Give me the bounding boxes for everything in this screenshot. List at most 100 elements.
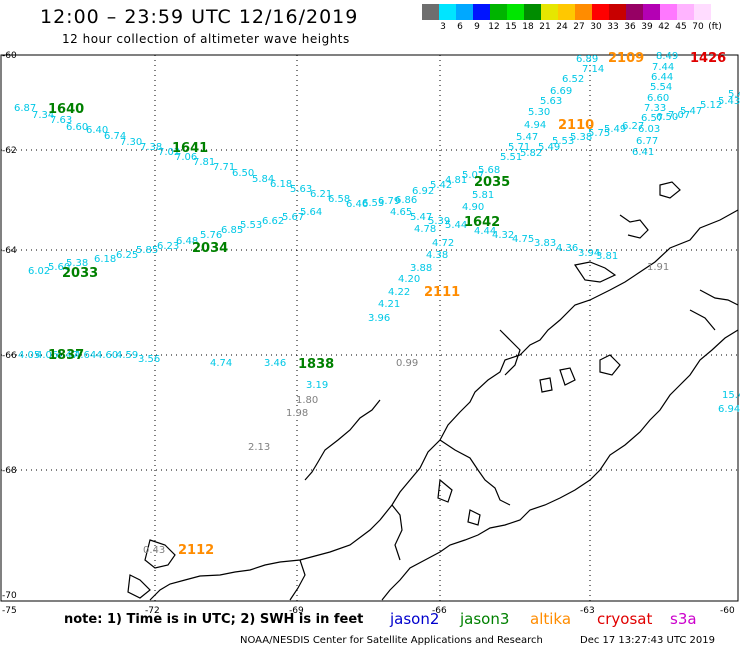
graticule (1, 55, 738, 601)
legend-item-s3a: s3a (670, 610, 697, 628)
colorbar-tick: 9 (474, 22, 480, 32)
wave-height-value-low: 1.80 (296, 395, 318, 406)
colorbar-tick: 39 (641, 22, 653, 32)
wave-height-value: 6.69 (550, 86, 572, 97)
wave-height-value: 4.65 (390, 207, 412, 218)
wave-height-value: 3.56 (138, 354, 160, 365)
wave-height-value: 5.76 (200, 230, 222, 241)
wave-height-value: 5.63 (540, 96, 562, 107)
wave-height-value-low: 2.13 (248, 442, 270, 453)
track-label: 2035 (474, 175, 510, 190)
wave-height-value: 5.84 (252, 174, 274, 185)
colorbar-swatch (558, 4, 575, 20)
wave-height-value: 6.85 (221, 225, 243, 236)
wave-height-value: 3.94 (578, 248, 600, 259)
legend-item-jason2: jason2 (390, 610, 440, 628)
wave-height-value: 5.49 (538, 142, 560, 153)
wave-height-value: 7.33 (644, 103, 666, 114)
lat-label: -68 (2, 466, 17, 476)
legend-item-altika: altika (530, 610, 572, 628)
wave-height-value: 4.72 (432, 238, 454, 249)
lon-label: -63 (580, 606, 595, 616)
wave-height-value: 5.54 (650, 82, 672, 93)
wave-height-value: 5.47 (410, 212, 432, 223)
colorbar-swatch (609, 4, 626, 20)
lon-label: -72 (145, 606, 160, 616)
colorbar-swatch (592, 4, 609, 20)
wave-height-value: 5.43 (718, 96, 740, 107)
wave-height-value-low: 0.43 (143, 545, 165, 556)
timestamp: Dec 17 13:27:43 UTC 2019 (580, 635, 715, 646)
wave-height-value: 5.60 (48, 262, 70, 273)
wave-height-value: 6.89 (576, 54, 598, 65)
wave-height-value: 7.63 (50, 115, 72, 126)
colorbar-tick: 21 (539, 22, 551, 32)
wave-height-value: 4.05 (18, 350, 40, 361)
track-label: 1642 (464, 215, 500, 230)
lat-label: -62 (2, 146, 17, 156)
wave-height-value: 6.94 (718, 404, 740, 415)
wave-height-value: 7.02 (158, 147, 180, 158)
wave-height-value: 6.03 (638, 124, 660, 135)
track-label: 1837 (48, 348, 84, 363)
colorbar-tick: 33 (607, 22, 619, 32)
wave-height-value: 6.52 (562, 74, 584, 85)
wave-height-value: 8.49 (656, 51, 678, 62)
lon-label: -75 (2, 606, 17, 616)
wave-height-value: 4.64 (74, 350, 96, 361)
wave-height-value: 5.51 (500, 152, 522, 163)
wave-height-value: 5.63 (290, 184, 312, 195)
footnote: note: 1) Time is in UTC; 2) SWH is in fe… (64, 612, 364, 627)
wave-height-value: 5.47 (680, 106, 702, 117)
credit-line: NOAA/NESDIS Center for Satellite Applica… (240, 635, 543, 646)
wave-height-value: 6.18 (94, 254, 116, 265)
colorbar-tick: 12 (488, 22, 500, 32)
wave-height-value: 3.46 (264, 358, 286, 369)
colorbar-tick: 30 (590, 22, 602, 32)
wave-height-colorbar (422, 4, 711, 20)
colorbar-swatch (490, 4, 507, 20)
wave-height-value: 5.07 (462, 170, 484, 181)
colorbar-swatch (694, 4, 711, 20)
wave-height-value: 5.42 (430, 180, 452, 191)
wave-height-value: 7.30 (120, 137, 142, 148)
lat-label: -70 (2, 591, 17, 601)
wave-height-value: 6.79 (378, 196, 400, 207)
colorbar-tick: (ft) (708, 22, 722, 32)
wave-height-value: 5.39 (428, 216, 450, 227)
wave-height-value: 3.83 (534, 238, 556, 249)
wave-height-value: 4.38 (426, 250, 448, 261)
wave-height-value: 4.75 (512, 234, 534, 245)
track-label: 2111 (424, 285, 460, 300)
colorbar-swatch (473, 4, 490, 20)
wave-height-value: 7.06 (175, 152, 197, 163)
wave-height-value: 5.75 (588, 128, 610, 139)
colorbar-swatch (439, 4, 456, 20)
track-label: 2109 (608, 51, 644, 66)
wave-height-value: 4.32 (492, 230, 514, 241)
wave-height-value: 4.22 (388, 287, 410, 298)
lat-label: -60 (2, 51, 17, 61)
lon-label: -69 (289, 606, 304, 616)
wave-height-value: 4.06 (36, 350, 58, 361)
colorbar-swatch (456, 4, 473, 20)
wave-height-value: 6.41 (632, 147, 654, 158)
wave-height-value: 5.64 (300, 207, 322, 218)
wave-height-value: 6.40 (86, 125, 108, 136)
wave-height-value: 5.68 (478, 165, 500, 176)
wave-height-value: 6.92 (412, 186, 434, 197)
wave-height-value: 5.30 (528, 107, 550, 118)
colorbar-swatch (524, 4, 541, 20)
wave-height-value: 6.74 (104, 131, 126, 142)
colorbar-tick: 27 (573, 22, 585, 32)
track-label: 1640 (48, 102, 84, 117)
legend-item-jason3: jason3 (460, 610, 510, 628)
track-label: 1838 (298, 357, 334, 372)
wave-height-value: 5.38 (66, 258, 88, 269)
colorbar-tick: 3 (440, 22, 446, 32)
wave-height-value: 7.34 (32, 110, 54, 121)
wave-height-value: 3.88 (410, 263, 432, 274)
wave-height-value: 3.96 (368, 313, 390, 324)
colorbar-swatch (507, 4, 524, 20)
track-label: 1426 (690, 51, 726, 66)
